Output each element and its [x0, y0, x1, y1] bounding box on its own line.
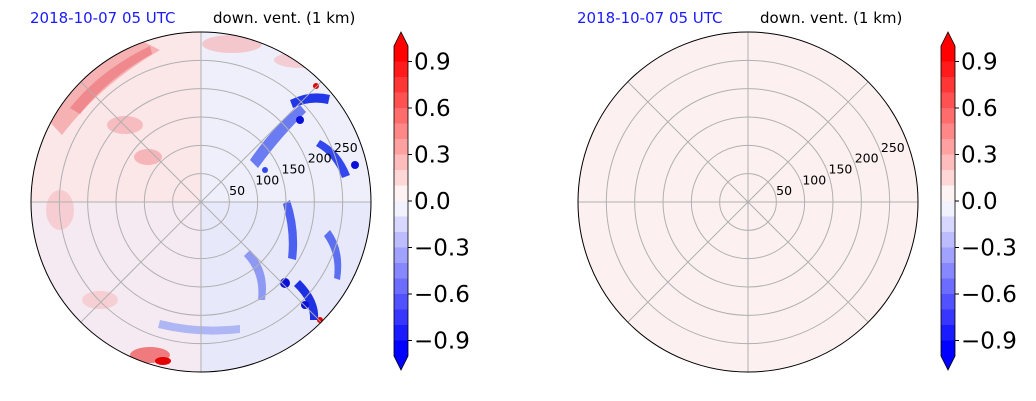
colorbar-band — [394, 139, 408, 156]
colorbar-band — [941, 247, 955, 264]
colorbar-extend-max — [941, 32, 955, 46]
left-title-field: down. vent. (1 km) — [213, 9, 355, 27]
angular-gridline — [747, 81, 869, 203]
colorbar-band — [394, 263, 408, 280]
colorbar-band — [941, 61, 955, 78]
colorbar-tick-label: 0.6 — [961, 96, 998, 122]
radial-tick-label: 200 — [855, 151, 879, 166]
left-colorbar: 0.9 0.6 0.3 0.0 −0.3 −0.6 −0.9 — [393, 31, 470, 371]
radial-tick-label: 100 — [802, 172, 826, 187]
right-title-date: 2018-10-07 05 UTC — [577, 9, 723, 27]
colorbar-band — [941, 325, 955, 342]
radial-tick-label: 50 — [229, 183, 245, 198]
colorbar-outline — [940, 31, 956, 371]
colorbar-tick-label: 0.0 — [414, 189, 451, 215]
angular-gridline — [80, 81, 202, 203]
colorbar-band — [941, 216, 955, 233]
colorbar-tick-label: 0.3 — [961, 143, 998, 169]
colorbar-band — [394, 340, 408, 357]
colorbar-extend-max — [394, 32, 408, 46]
colorbar-band — [941, 232, 955, 249]
colorbar-band — [394, 154, 408, 171]
colorbar-band — [394, 309, 408, 326]
colorbar-band — [394, 77, 408, 94]
colorbar-band — [941, 278, 955, 295]
right-title-field: down. vent. (1 km) — [760, 9, 902, 27]
colorbar-band — [394, 61, 408, 78]
colorbar-band — [394, 185, 408, 202]
angular-gridline — [80, 201, 202, 323]
colorbar-band — [941, 294, 955, 311]
colorbar-band — [394, 201, 408, 218]
right-polar-grid — [578, 32, 918, 372]
radial-tick-label: 150 — [282, 161, 306, 176]
colorbar-outline — [393, 31, 409, 371]
angular-gridline — [627, 201, 749, 323]
colorbar-tick-label: 0.0 — [961, 189, 998, 215]
colorbar-tick-label: 0.3 — [414, 143, 451, 169]
colorbar-band — [941, 139, 955, 156]
colorbar-band — [394, 46, 408, 63]
colorbar-extend-min — [941, 356, 955, 370]
colorbar-band — [394, 325, 408, 342]
colorbar-band — [394, 108, 408, 125]
radial-tick-label: 200 — [308, 151, 332, 166]
colorbar-tick-label: 0.6 — [414, 96, 451, 122]
colorbar-band — [394, 294, 408, 311]
radial-tick-label: 250 — [881, 140, 905, 155]
angular-gridline — [200, 81, 322, 203]
colorbar-tick-label: −0.3 — [414, 236, 470, 262]
left-title-date: 2018-10-07 05 UTC — [30, 9, 176, 27]
radial-tick-label: 150 — [829, 161, 853, 176]
colorbar-band — [394, 216, 408, 233]
colorbar-band — [941, 309, 955, 326]
left-polar-grid — [31, 32, 371, 372]
colorbar-tick-label: −0.9 — [414, 329, 470, 355]
colorbar-band — [941, 185, 955, 202]
colorbar-band — [941, 77, 955, 94]
left-panel: 2018-10-07 05 UTC down. vent. (1 km) — [30, 9, 372, 373]
colorbar-band — [941, 340, 955, 357]
colorbar-tick-label: 0.9 — [414, 50, 451, 76]
colorbar-band — [941, 46, 955, 63]
radial-tick-label: 250 — [334, 140, 358, 155]
left-polar-frame — [30, 31, 372, 373]
colorbar-band — [394, 278, 408, 295]
colorbar-band — [394, 170, 408, 187]
colorbar-band — [394, 247, 408, 264]
colorbar-band — [394, 232, 408, 249]
colorbar-band — [941, 123, 955, 140]
colorbar-band — [941, 108, 955, 125]
colorbar-band — [941, 92, 955, 109]
angular-gridline — [627, 81, 749, 203]
colorbar-tick-label: 0.9 — [961, 50, 998, 76]
angular-gridline — [747, 201, 869, 323]
colorbar-tick-label: −0.6 — [414, 282, 470, 308]
radial-tick-label: 50 — [776, 183, 792, 198]
colorbar-band — [941, 154, 955, 171]
radial-tick-label: 100 — [255, 172, 279, 187]
colorbar-band — [941, 263, 955, 280]
colorbar-band — [941, 170, 955, 187]
angular-gridline — [200, 201, 322, 323]
colorbar-tick-label: −0.6 — [961, 282, 1017, 308]
colorbar-band — [394, 123, 408, 140]
colorbar-band — [394, 92, 408, 109]
colorbar-tick-label: −0.3 — [961, 236, 1017, 262]
right-colorbar: 0.9 0.6 0.3 0.0 −0.3 −0.6 −0.9 — [940, 31, 1017, 371]
colorbar-extend-min — [394, 356, 408, 370]
colorbar-band — [941, 201, 955, 218]
colorbar-tick-label: −0.9 — [961, 329, 1017, 355]
right-panel: 2018-10-07 05 UTC down. vent. (1 km) 50 1… — [577, 9, 919, 373]
right-polar-frame — [577, 31, 919, 373]
